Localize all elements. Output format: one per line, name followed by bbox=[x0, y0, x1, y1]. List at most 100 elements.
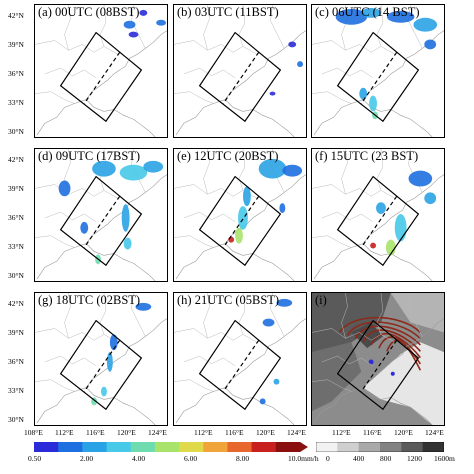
province-boundary bbox=[203, 5, 210, 51]
coastline bbox=[36, 30, 167, 136]
province-boundary bbox=[183, 355, 236, 367]
longitude-tick-label: 116°E bbox=[225, 428, 244, 437]
province-boundary bbox=[35, 379, 75, 392]
radar-echo bbox=[143, 160, 164, 173]
radar-echo bbox=[119, 164, 148, 181]
province-boundary bbox=[312, 184, 395, 199]
colorbar-segment bbox=[34, 442, 59, 452]
coastline bbox=[175, 174, 306, 280]
province-boundary bbox=[270, 5, 285, 49]
radar-echo bbox=[156, 19, 167, 26]
coastline bbox=[225, 99, 295, 137]
terrain-colorbar-tick-label: 1200 bbox=[407, 454, 422, 463]
map-canvas bbox=[174, 149, 306, 281]
radar-echo bbox=[376, 202, 386, 215]
longitude-tick-label: 120°E bbox=[256, 428, 275, 437]
radar-echo bbox=[228, 236, 235, 243]
colorbar-segment bbox=[58, 442, 83, 452]
domain-divider-line bbox=[83, 339, 121, 392]
rain-colorbar-tick-label: 4.00 bbox=[132, 454, 146, 463]
radar-echo bbox=[413, 17, 438, 32]
latitude-tick-label: 36°N bbox=[8, 357, 24, 366]
radar-echo bbox=[92, 160, 116, 177]
radar-echo bbox=[123, 237, 132, 250]
coastline bbox=[86, 99, 156, 137]
colorbar-segment bbox=[179, 442, 204, 452]
coastline bbox=[225, 243, 295, 281]
colorbar-segment bbox=[337, 442, 360, 452]
province-boundary bbox=[238, 5, 246, 47]
radar-echo bbox=[408, 170, 433, 187]
map-panel-g: (g) 18UTC (02BST) bbox=[34, 292, 168, 426]
latitude-tick-label: 33°N bbox=[8, 98, 24, 107]
map-canvas bbox=[312, 149, 444, 281]
domain-divider-line bbox=[222, 195, 260, 248]
province-boundary bbox=[174, 235, 214, 248]
wind-contour bbox=[346, 321, 421, 340]
wind-contour bbox=[338, 316, 421, 333]
province-boundary bbox=[99, 5, 107, 47]
coastline bbox=[36, 174, 167, 280]
coastline bbox=[86, 243, 156, 281]
radar-echo bbox=[273, 378, 280, 385]
radar-echo bbox=[121, 204, 130, 232]
colorbar-segment bbox=[82, 442, 108, 452]
longitude-tick-label: 108°E bbox=[24, 428, 43, 437]
radar-echo bbox=[361, 7, 381, 18]
radar-echo bbox=[288, 41, 297, 48]
province-boundary bbox=[321, 211, 374, 223]
longitude-tick-label: 116°E bbox=[86, 428, 105, 437]
radar-echo bbox=[262, 318, 275, 327]
province-boundary bbox=[321, 355, 374, 367]
map-panel-f: (f) 15UTC (23 BST) bbox=[311, 148, 445, 282]
panel-title: (f) 15UTC (23 BST) bbox=[315, 149, 419, 163]
echo-mark bbox=[368, 359, 374, 365]
map-canvas bbox=[174, 293, 306, 425]
panel-title: (e) 12UTC (20BST) bbox=[177, 149, 279, 163]
radar-echo bbox=[370, 242, 377, 249]
province-boundary bbox=[35, 184, 118, 199]
radar-echo bbox=[109, 334, 118, 351]
province-boundary bbox=[99, 293, 107, 335]
domain-divider-line bbox=[222, 339, 260, 392]
rain-colorbar-tick-label: 8.00 bbox=[236, 454, 250, 463]
radar-echo bbox=[123, 20, 136, 29]
map-canvas bbox=[312, 293, 444, 425]
radar-echo bbox=[279, 203, 286, 214]
radar-echo bbox=[386, 10, 415, 23]
province-boundary bbox=[174, 91, 214, 104]
coastline bbox=[363, 387, 433, 425]
colorbar-segment bbox=[380, 442, 402, 452]
rain-colorbar-tick-label: 2.00 bbox=[80, 454, 94, 463]
analysis-domain-box bbox=[336, 31, 420, 123]
radar-echo bbox=[259, 398, 266, 405]
province-boundary bbox=[35, 235, 75, 248]
radar-echo bbox=[80, 221, 89, 234]
radar-echo bbox=[242, 186, 251, 207]
rain-colorbar-tick-label: 6.00 bbox=[184, 454, 198, 463]
domain-divider-line bbox=[83, 51, 121, 104]
radar-echo bbox=[135, 302, 152, 311]
province-boundary bbox=[341, 293, 348, 339]
radar-echo bbox=[335, 8, 368, 25]
analysis-domain-box bbox=[59, 31, 143, 123]
coastline bbox=[313, 318, 444, 424]
province-boundary bbox=[312, 379, 352, 392]
colorbar-segment bbox=[106, 442, 132, 452]
radar-echo bbox=[359, 87, 368, 100]
map-panel-d: (d) 09UTC (17BST) bbox=[34, 148, 168, 282]
province-boundary bbox=[341, 149, 348, 195]
radar-echo bbox=[58, 180, 71, 197]
province-boundary bbox=[35, 328, 118, 343]
terrain-colorbar bbox=[316, 442, 444, 452]
colorbar-arrow bbox=[300, 442, 308, 452]
panel-title: (a) 00UTC (08BST) bbox=[38, 5, 140, 19]
colorbar-segment bbox=[358, 442, 381, 452]
latitude-tick-label: 33°N bbox=[8, 386, 24, 395]
radar-echo bbox=[394, 214, 407, 242]
panel-title: (b) 03UTC (11BST) bbox=[177, 5, 279, 19]
latitude-tick-label: 36°N bbox=[8, 69, 24, 78]
map-panel-b: (b) 03UTC (11BST) bbox=[173, 4, 307, 138]
latitude-tick-label: 39°N bbox=[8, 328, 24, 337]
colorbar-segment bbox=[401, 442, 424, 452]
